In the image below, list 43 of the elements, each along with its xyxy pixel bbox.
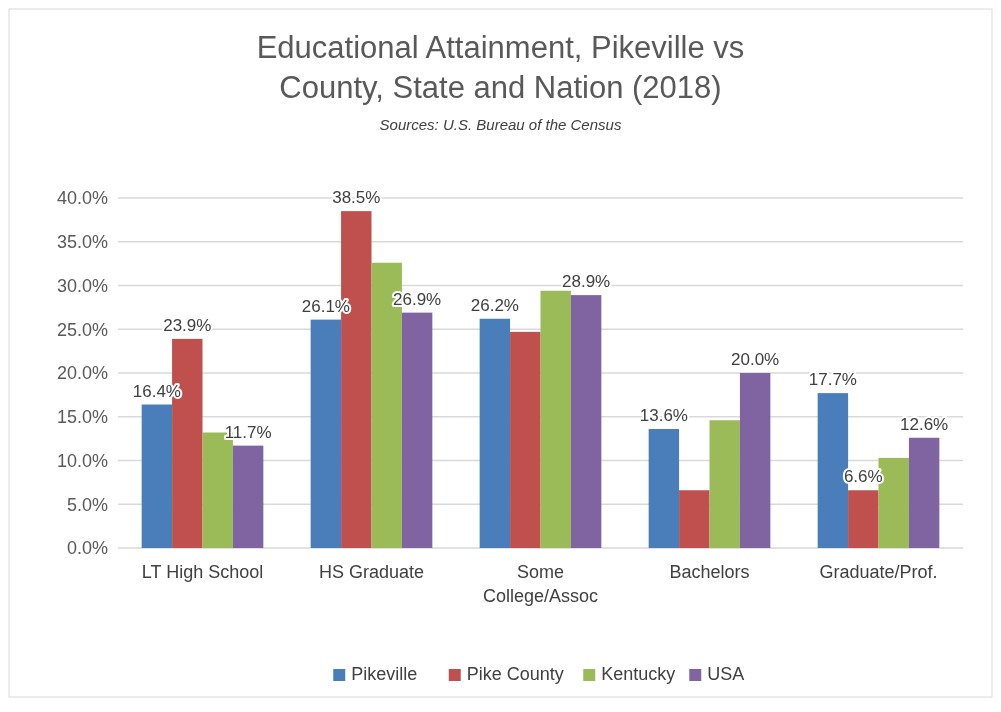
y-tick-label: 20.0% [56, 363, 108, 384]
data-label: 13.6% [639, 406, 688, 425]
y-tick-label: 30.0% [56, 275, 108, 296]
bar [848, 490, 879, 548]
y-tick-label: 10.0% [56, 450, 108, 471]
chart-subtitle: Sources: U.S. Bureau of the Census [379, 116, 622, 133]
x-tick-label: HS Graduate [318, 562, 425, 582]
x-tick-label: Some College/Assoc [482, 562, 599, 606]
data-label: 26.2% [470, 295, 519, 315]
data-label: 28.9% [562, 272, 611, 292]
bar [510, 331, 541, 548]
bar [709, 420, 740, 548]
bar [570, 295, 602, 548]
bar [648, 429, 680, 548]
data-label: 23.9% [163, 315, 212, 335]
chart-title: Educational Attainment, Pikeville vs County, State and Nation (2018) [256, 30, 745, 105]
bar [310, 319, 342, 548]
legend-label: USA [707, 664, 745, 684]
data-label: 38.5% [332, 188, 381, 208]
bar [401, 312, 433, 548]
bar [232, 445, 264, 548]
legend-label: Pike County [466, 664, 564, 684]
x-tick-label: Bachelors [669, 562, 750, 582]
y-tick-label: 35.0% [56, 232, 108, 253]
bar [141, 404, 173, 548]
bar [739, 373, 771, 548]
data-label: 11.7% [224, 422, 272, 442]
y-tick-label: 25.0% [56, 319, 108, 340]
y-tick-label: 15.0% [56, 407, 108, 428]
bar [679, 490, 710, 548]
bar [479, 318, 511, 548]
y-tick-label: 0.0% [66, 538, 108, 559]
legend-label: Pikeville [351, 664, 418, 684]
x-tick-label: LT High School [141, 562, 264, 582]
y-tick-label: 40.0% [56, 188, 108, 209]
x-tick-label: Graduate/Prof. [819, 562, 938, 582]
data-label: 20.0% [731, 350, 780, 369]
legend-label: Kentucky [601, 664, 676, 684]
data-label: 12.6% [900, 414, 949, 434]
bar [540, 290, 571, 548]
bar [908, 437, 940, 548]
y-tick-label: 5.0% [66, 494, 108, 515]
data-label: 17.7% [808, 370, 857, 390]
